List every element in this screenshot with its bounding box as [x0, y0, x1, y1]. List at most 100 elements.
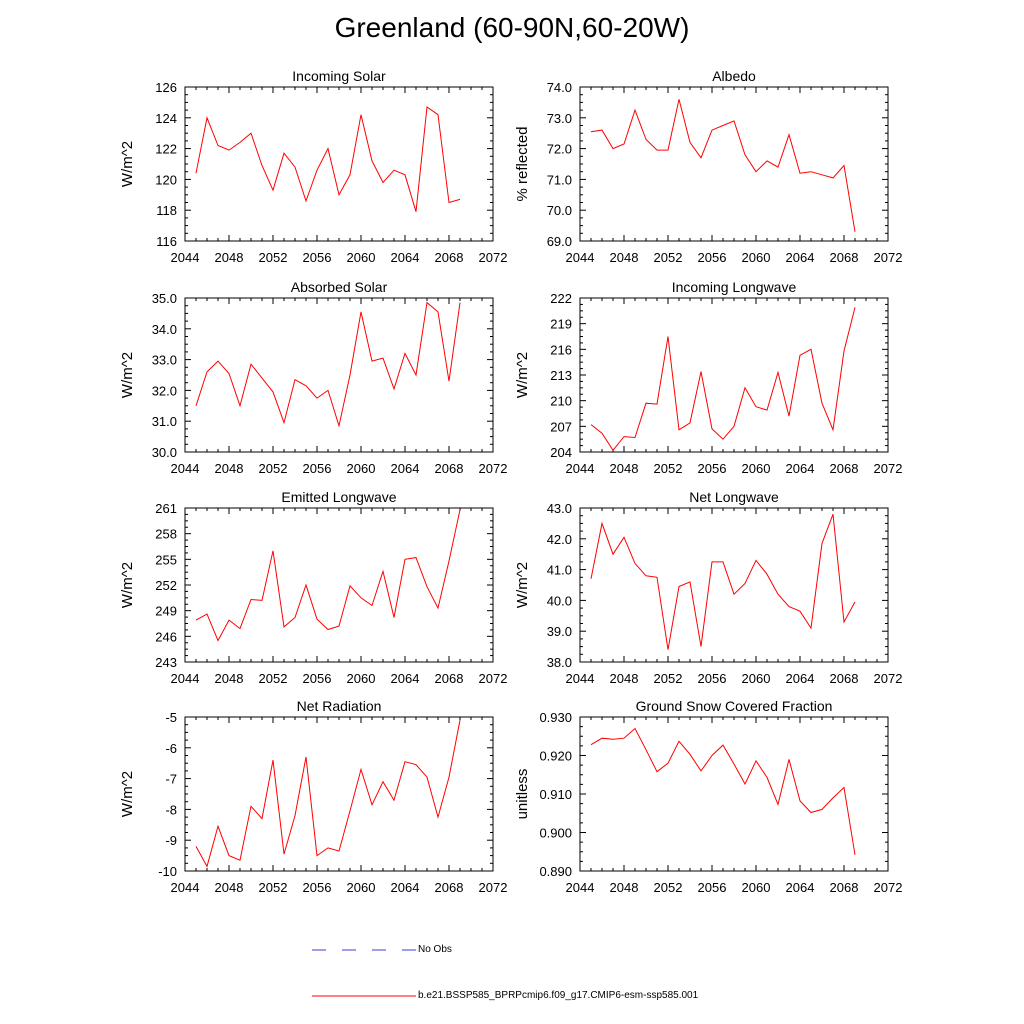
y-tick-label: 204	[550, 445, 572, 460]
x-tick-label: 2056	[303, 880, 332, 895]
x-tick-label: 2060	[347, 671, 376, 686]
x-tick-label: 2064	[391, 671, 420, 686]
y-tick-label: -7	[165, 772, 177, 787]
x-tick-label: 2072	[874, 250, 903, 265]
panel-title: Incoming Solar	[292, 68, 386, 84]
x-tick-label: 2052	[654, 880, 683, 895]
x-tick-label: 2044	[171, 671, 200, 686]
plot-frame	[579, 507, 889, 663]
x-tick-label: 2052	[654, 250, 683, 265]
x-tick-label: 2052	[259, 250, 288, 265]
x-tick-label: 2048	[215, 880, 244, 895]
chart-panel-1: Incoming Solar W/m^2 2044 2048 2052 2056 2060 2…	[119, 68, 507, 265]
x-tick-label: 2044	[171, 461, 200, 476]
y-tick-label: 41.0	[547, 563, 572, 578]
panel-title: Absorbed Solar	[291, 279, 388, 295]
x-tick-label: 2068	[830, 250, 859, 265]
y-axis-label: W/m^2	[514, 562, 531, 608]
x-tick-label: 2068	[830, 671, 859, 686]
y-tick-label: 219	[550, 317, 572, 332]
x-tick-label: 2044	[566, 880, 595, 895]
y-tick-label: 40.0	[547, 593, 572, 608]
x-tick-label: 2072	[874, 671, 903, 686]
x-tick-label: 2060	[742, 461, 771, 476]
chart-panel-2: Albedo % reflected 2044 2048 2052 2056 2060 206…	[514, 68, 902, 265]
plot-frame	[184, 297, 494, 453]
chart-panel-4: Incoming Longwave W/m^2 2044 2048 2052 2056 20…	[514, 279, 902, 476]
y-tick-label: 0.920	[539, 749, 572, 764]
y-axis-label: W/m^2	[119, 141, 136, 187]
x-tick-label: 2068	[435, 461, 464, 476]
x-tick-label: 2064	[391, 880, 420, 895]
y-tick-label: 31.0	[152, 414, 177, 429]
legend-model-line	[312, 995, 416, 997]
x-tick-label: 2072	[874, 880, 903, 895]
x-tick-label: 2048	[215, 250, 244, 265]
plot-frame	[184, 716, 494, 872]
x-tick-label: 2056	[303, 250, 332, 265]
x-tick-label: 2060	[742, 880, 771, 895]
x-tick-label: 2064	[786, 250, 815, 265]
x-tick-label: 2072	[479, 671, 508, 686]
x-tick-label: 2048	[215, 461, 244, 476]
y-tick-label: 243	[155, 655, 177, 670]
y-tick-label: 122	[155, 142, 177, 157]
y-tick-label: -10	[158, 864, 177, 879]
series-line-1	[195, 106, 461, 212]
y-tick-label: 0.930	[539, 710, 572, 725]
y-tick-label: -6	[165, 741, 177, 756]
y-tick-label: 70.0	[547, 203, 572, 218]
y-tick-label: 258	[155, 527, 177, 542]
page-title: Greenland (60-90N,60-20W)	[334, 12, 690, 43]
y-tick-label: 118	[156, 203, 177, 218]
y-tick-label: 210	[550, 394, 572, 409]
chart-panel-6: Net Longwave W/m^2 2044 2048 2052 2056 2060 206…	[514, 489, 902, 686]
x-tick-label: 2052	[259, 671, 288, 686]
x-tick-label: 2060	[742, 250, 771, 265]
series-line-1	[590, 514, 856, 650]
chart-panel-7: Net Radiation W/m^2 2044 2048 2052 2056 2060 20…	[119, 698, 507, 895]
y-tick-label: 249	[155, 604, 177, 619]
x-tick-label: 2064	[786, 880, 815, 895]
panel-title: Albedo	[712, 68, 756, 84]
plot-frame	[579, 297, 889, 453]
x-tick-label: 2052	[259, 880, 288, 895]
y-tick-label: 43.0	[547, 501, 572, 516]
y-axis-label: W/m^2	[119, 771, 136, 817]
x-tick-label: 2068	[830, 880, 859, 895]
x-tick-label: 2064	[786, 671, 815, 686]
x-tick-label: 2064	[786, 461, 815, 476]
x-tick-label: 2056	[303, 461, 332, 476]
x-tick-label: 2044	[171, 880, 200, 895]
x-tick-label: 2048	[610, 671, 639, 686]
y-tick-label: 255	[155, 552, 177, 567]
series-line-1	[195, 301, 461, 428]
x-tick-label: 2044	[566, 461, 595, 476]
y-axis-label: W/m^2	[119, 562, 136, 608]
legend-obs-label: No Obs	[418, 944, 452, 955]
series-line-1	[195, 720, 461, 868]
x-tick-label: 2068	[435, 671, 464, 686]
legend-obs-line	[312, 949, 416, 951]
plot-frame	[579, 716, 889, 872]
x-tick-label: 2056	[698, 461, 727, 476]
y-tick-label: 126	[155, 80, 177, 95]
x-tick-label: 2060	[347, 250, 376, 265]
series-line-1	[590, 307, 856, 452]
y-tick-label: 216	[550, 342, 572, 357]
y-tick-label: 71.0	[547, 172, 572, 187]
x-tick-label: 2068	[435, 250, 464, 265]
y-tick-label: 34.0	[152, 322, 177, 337]
y-tick-label: 30.0	[152, 445, 177, 460]
series-line-1	[195, 509, 461, 642]
y-axis-label: unitless	[514, 769, 531, 820]
x-tick-label: 2048	[610, 461, 639, 476]
x-tick-label: 2052	[654, 671, 683, 686]
y-tick-label: -9	[165, 833, 177, 848]
y-tick-label: 39.0	[547, 624, 572, 639]
x-tick-label: 2048	[215, 671, 244, 686]
x-tick-label: 2044	[566, 250, 595, 265]
y-tick-label: -8	[165, 802, 177, 817]
y-tick-label: 0.890	[539, 864, 572, 879]
